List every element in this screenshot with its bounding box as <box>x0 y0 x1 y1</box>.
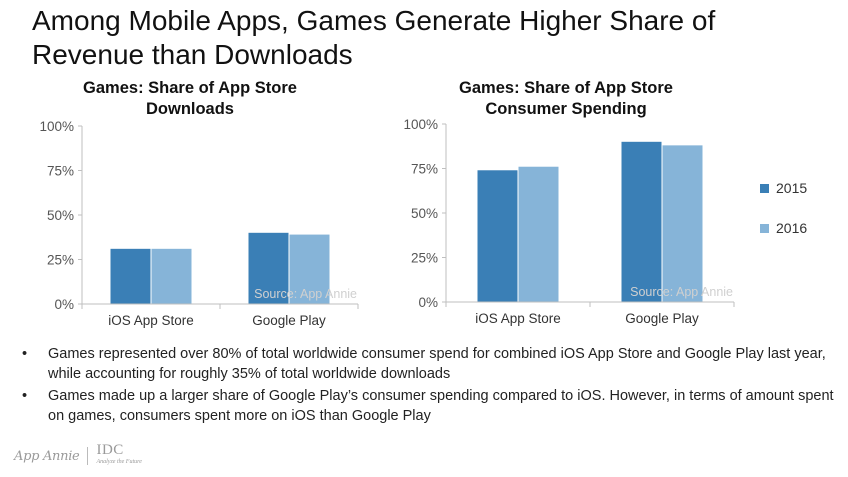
x-tick-label: Google Play <box>252 313 326 328</box>
legend-swatch <box>760 223 769 233</box>
chart-legend: 2015 2016 <box>760 178 807 258</box>
chart-downloads: Games: Share of App Store Downloads 0% 25… <box>20 78 360 328</box>
legend-label: 2016 <box>776 220 808 236</box>
bullet-text: Games represented over 80% of total worl… <box>48 346 826 382</box>
legend-label: 2015 <box>776 180 808 196</box>
y-tick-label: 100% <box>403 117 438 132</box>
x-tick-label: Google Play <box>625 311 699 326</box>
legend-item-2016: 2016 <box>760 218 807 238</box>
idc-logo-tagline: Analyze the Future <box>96 459 142 465</box>
idc-logo: IDC Analyze the Future <box>96 442 142 468</box>
legend-swatch <box>760 183 769 193</box>
bullet-item: • Games represented over 80% of total wo… <box>20 344 835 384</box>
chart-plot-area: 0% 25% 50% 75% 100% iOS App Store Google Play S… <box>39 119 359 328</box>
legend-item-2015: 2015 <box>760 178 807 198</box>
chart-title: Games: Share of App Store Consumer Spend… <box>396 78 736 120</box>
y-tick-label: 75% <box>411 162 438 177</box>
chart-consumer-spending: Games: Share of App Store Consumer Spend… <box>396 78 736 328</box>
x-tick-label: iOS App Store <box>108 313 194 328</box>
bar-2015-google-play <box>621 141 662 302</box>
chart-title-line: Downloads <box>145 100 234 118</box>
bar-2015-ios <box>110 248 151 304</box>
bar-2016-google-play <box>289 234 330 304</box>
x-tick-label: iOS App Store <box>475 311 561 326</box>
y-tick-label: 0% <box>418 295 438 310</box>
bullet-icon: • <box>22 346 28 362</box>
bullet-item: • Games made up a larger share of Google… <box>20 386 835 426</box>
bar-2016-ios <box>151 248 192 304</box>
chart-title-line: Consumer Spending <box>485 100 647 118</box>
y-tick-label: 25% <box>411 251 438 266</box>
chart-source-note: Source: App Annie <box>630 285 733 299</box>
bar-2016-google-play <box>662 145 703 302</box>
chart-plot-area: 0% 25% 50% 75% 100% iOS App Store Google Play S… <box>403 117 735 326</box>
bar-2016-ios <box>518 166 559 302</box>
y-tick-label: 50% <box>411 206 438 221</box>
app-annie-logo: App Annie <box>14 448 80 464</box>
logo-divider <box>87 447 89 465</box>
bar-2015-google-play <box>248 232 289 304</box>
y-tick-label: 75% <box>47 164 74 179</box>
bullet-list: • Games represented over 80% of total wo… <box>20 344 835 428</box>
y-tick-label: 0% <box>54 297 74 312</box>
y-tick-label: 50% <box>47 208 74 223</box>
footer-logos: App Annie IDC Analyze the Future <box>14 442 142 468</box>
chart-source-note: Source: App Annie <box>254 287 357 301</box>
slide-title: Among Mobile Apps, Games Generate Higher… <box>32 5 716 70</box>
idc-logo-text: IDC <box>96 442 124 458</box>
y-tick-label: 25% <box>47 253 74 268</box>
bullet-text: Games made up a larger share of Google P… <box>48 388 834 424</box>
bar-2015-ios <box>477 170 518 302</box>
chart-title-line: Games: Share of App Store <box>83 79 297 97</box>
bullet-icon: • <box>22 388 28 404</box>
y-tick-label: 100% <box>39 119 74 134</box>
chart-title-line: Games: Share of App Store <box>459 79 673 97</box>
chart-title: Games: Share of App Store Downloads <box>20 78 360 120</box>
